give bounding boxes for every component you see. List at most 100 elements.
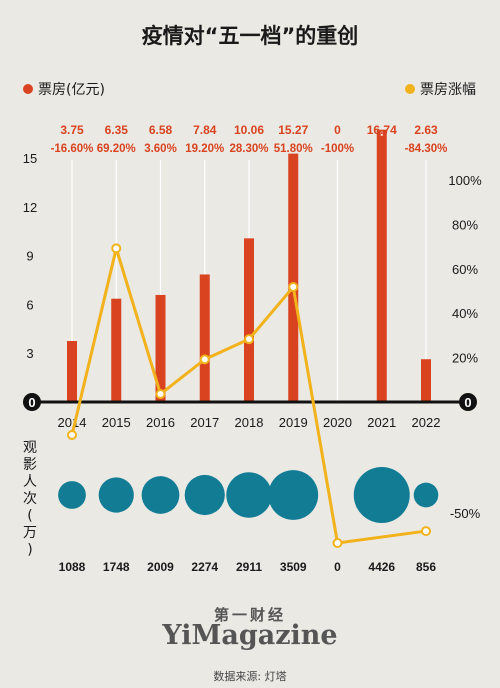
side-label-char: ) [27, 542, 32, 558]
y-left-tick-12: 12 [23, 200, 37, 215]
y-right-tick-80%: 80% [452, 217, 478, 232]
y-right-tick-60%: 60% [452, 262, 478, 277]
value-label-2021: 16.74 [367, 123, 397, 137]
value-labels: 3.75 6.35 6.58 7.84 10.06 15.27 0 16.74 2.63 -16.… [51, 123, 448, 155]
bar-2018 [244, 238, 254, 402]
growth-label-2017: 19.20% [185, 143, 224, 155]
audience-label-2021: 4426 [368, 560, 395, 574]
growth-point-2015 [111, 243, 122, 254]
bubble-2014 [58, 481, 86, 509]
bar-2022 [421, 359, 431, 402]
growth-point-2022 [421, 526, 431, 537]
audience-label-2019: 3509 [280, 560, 307, 574]
audience-labels: 1088 1748 2009 2274 2911 3509 0 4426 856 [59, 560, 437, 574]
bubble-2018 [226, 472, 272, 518]
bar-2014 [67, 341, 77, 402]
value-label-2018: 10.06 [234, 123, 264, 137]
audience-label-2018: 2911 [236, 560, 262, 574]
growth-line-path [70, 246, 427, 545]
audience-label-2022: 856 [416, 560, 436, 574]
x-tick-2018: 2018 [235, 415, 264, 430]
bubble-2015 [98, 477, 134, 513]
x-tick-2014: 2014 [58, 415, 87, 430]
legend-line-swatch [405, 84, 415, 94]
value-label-2015: 6.35 [105, 123, 129, 137]
legend-growth-label: 票房涨幅 [420, 82, 476, 98]
x-tick-2020: 2020 [323, 415, 352, 430]
bar-break-mark [380, 131, 383, 136]
growth-point-2020 [332, 538, 343, 548]
y-left-zero-badge [23, 393, 41, 411]
chart-title: 疫情对“五一档”的重创 [142, 24, 359, 48]
y-right-tick--50%: -50% [450, 506, 481, 521]
brand-logo: YiMagazine [161, 620, 337, 651]
legend-bar-swatch [23, 84, 33, 94]
data-source: 数据来源: 灯塔 [213, 669, 286, 683]
side-label-char: 观 [23, 440, 37, 456]
y-right-zero-badge [459, 393, 477, 411]
x-tick-2021: 2021 [367, 415, 396, 430]
side-label-char: 次 [23, 491, 37, 507]
bar-2016 [155, 294, 166, 402]
bubble-2021 [353, 467, 410, 523]
growth-point-2018 [244, 334, 254, 345]
side-label-char: 影 [23, 457, 37, 473]
value-label-2016: 6.58 [149, 123, 173, 137]
y-axis-left: 15 12 9 6 3 0 [23, 151, 41, 411]
x-tick-2016: 2016 [146, 415, 175, 430]
side-label-char: 万 [23, 525, 37, 541]
value-label-2014: 3.75 [60, 123, 84, 137]
y-left-tick-9: 9 [26, 249, 33, 264]
value-label-2017: 7.84 [193, 123, 217, 137]
bubble-2016 [141, 476, 180, 514]
y-right-tick-0: 0 [464, 395, 471, 410]
growth-line [67, 243, 431, 548]
audience-label-2015: 1748 [103, 560, 130, 574]
x-axis-labels: 2014 2015 2016 2017 2018 2019 2020 2021 2022 [58, 415, 441, 430]
growth-label-2018: 28.30% [229, 143, 268, 155]
legend-box-office-label: 票房(亿元) [38, 82, 105, 98]
growth-label-2022: -84.30% [405, 143, 448, 155]
bubble-2017 [184, 474, 225, 516]
growth-point-2016 [155, 389, 166, 400]
value-label-2020: 0 [334, 123, 341, 137]
growth-label-2016: 3.60% [144, 143, 177, 155]
side-label-char: 人 [23, 474, 37, 490]
side-label-char: ( [27, 508, 32, 524]
audience-label-2020: 0 [334, 560, 341, 574]
bar-2015 [111, 298, 122, 402]
value-label-2019: 15.27 [278, 123, 308, 137]
x-tick-2015: 2015 [102, 415, 131, 430]
x-tick-2019: 2019 [279, 415, 308, 430]
x-tick-2017: 2017 [190, 415, 219, 430]
y-right-tick-20%: 20% [452, 351, 478, 366]
bubble-2019 [268, 470, 319, 520]
y-left-tick-6: 6 [26, 297, 33, 312]
x-tick-2022: 2022 [412, 415, 441, 430]
audience-bubbles [58, 467, 439, 523]
y-left-tick-0: 0 [28, 395, 35, 410]
audience-label-2017: 2274 [191, 560, 218, 574]
audience-label-2014: 1088 [59, 560, 86, 574]
bar-2017 [199, 274, 210, 402]
growth-label-2014: -16.60% [51, 143, 94, 155]
brand-cn: 第一财经 [214, 606, 286, 624]
y-axis-right: 0 100% 80% 60% 40% 20% -50% [448, 173, 482, 521]
growth-point-2019 [288, 282, 299, 293]
growth-label-2015: 69.20% [97, 143, 136, 155]
bar-2019 [288, 153, 299, 402]
growth-label-2019: 51.80% [274, 143, 313, 155]
growth-point-2017 [199, 354, 210, 365]
audience-label-2016: 2009 [147, 560, 174, 574]
y-right-tick-100%: 100% [448, 173, 482, 188]
y-right-tick-40%: 40% [452, 306, 478, 321]
y-left-tick-3: 3 [26, 346, 33, 361]
bubble-2022 [413, 482, 439, 508]
bars [67, 129, 431, 403]
y-left-tick-15: 15 [23, 151, 37, 166]
growth-label-2020: -100% [321, 143, 354, 155]
value-label-2022: 2.63 [414, 123, 438, 137]
